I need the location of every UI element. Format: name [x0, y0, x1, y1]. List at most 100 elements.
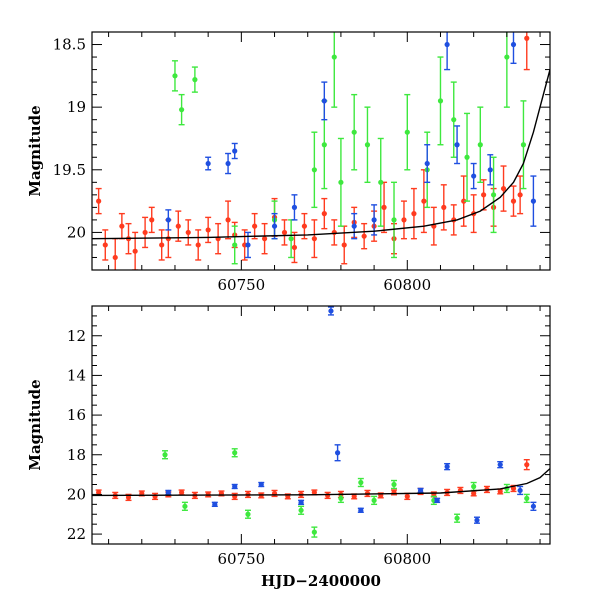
red-data-point — [471, 490, 477, 497]
blue-data-point — [225, 160, 231, 167]
blue-data-point — [321, 98, 327, 104]
green-data-point — [232, 450, 238, 456]
blue-data-point — [165, 489, 171, 496]
red-data-point — [461, 198, 467, 204]
red-data-point — [185, 229, 191, 236]
green-data-point — [182, 503, 188, 509]
bottom-y-tick-label: 18 — [67, 446, 86, 464]
green-data-point — [179, 107, 185, 113]
red-data-point — [291, 244, 298, 251]
top-plot-frame — [91, 31, 551, 271]
red-data-point — [517, 192, 523, 198]
bottom-light-curve-panel: 60750 60800 12 14 16 18 20 22 Magnitude HJD−240… — [26, 305, 551, 590]
green-data-point — [311, 167, 317, 173]
red-data-point — [311, 236, 317, 242]
green-data-point — [391, 217, 397, 223]
green-data-point — [504, 54, 510, 60]
blue-data-point — [165, 217, 171, 223]
blue-data-point — [232, 483, 238, 490]
top-series-blue — [165, 32, 537, 259]
green-data-point — [351, 129, 357, 135]
red-data-point — [500, 185, 507, 192]
red-data-point — [524, 35, 530, 41]
blue-data-point — [212, 501, 218, 507]
blue-data-point — [517, 487, 523, 494]
red-data-point — [510, 198, 517, 204]
bottom-y-tick-label: 16 — [67, 406, 86, 424]
bottom-series-green — [162, 448, 530, 538]
blue-data-point — [487, 167, 493, 173]
bottom-x-tick-label: 60800 — [383, 550, 431, 568]
red-data-point — [497, 488, 503, 495]
red-data-point — [524, 462, 530, 468]
top-y-axis-title: Magnitude — [26, 105, 44, 196]
green-data-point — [520, 142, 527, 148]
blue-data-point — [510, 41, 517, 48]
red-data-point — [125, 494, 132, 500]
red-data-point — [351, 493, 357, 499]
blue-data-point — [334, 450, 341, 456]
red-data-point — [132, 248, 138, 254]
blue-data-point — [530, 198, 537, 204]
blue-data-point — [371, 217, 377, 223]
green-data-point — [454, 515, 460, 521]
green-data-point — [338, 495, 344, 501]
blue-data-point — [417, 487, 424, 494]
bottom-y-tick-label: 20 — [67, 485, 86, 503]
x-axis-title: HJD−2400000 — [261, 572, 381, 590]
green-data-point — [245, 511, 251, 517]
red-data-point — [381, 204, 387, 210]
red-data-point — [441, 204, 447, 210]
red-data-point — [331, 229, 337, 236]
green-data-point — [451, 117, 457, 123]
top-series-green — [171, 32, 527, 265]
blue-data-point — [351, 223, 357, 229]
top-model-curve — [92, 69, 550, 240]
green-data-point — [471, 483, 477, 490]
blue-data-point — [258, 481, 264, 488]
green-data-point — [162, 452, 168, 458]
blue-data-point — [434, 497, 440, 503]
green-data-point — [288, 236, 294, 242]
top-y-tick-label: 19 — [67, 98, 86, 116]
red-data-point — [341, 242, 347, 248]
red-data-point — [311, 489, 317, 496]
blue-data-point — [298, 499, 304, 505]
red-data-point — [142, 229, 148, 236]
blue-data-point — [205, 160, 211, 167]
blue-data-point — [232, 148, 238, 154]
green-data-point — [232, 242, 238, 248]
red-data-point — [149, 217, 155, 223]
green-data-point — [391, 481, 397, 488]
green-data-point — [331, 54, 337, 60]
red-data-point — [159, 242, 165, 248]
red-data-point — [179, 489, 185, 496]
blue-data-point — [474, 517, 480, 523]
red-data-point — [96, 489, 102, 496]
green-data-point — [298, 507, 304, 513]
blue-data-point — [245, 242, 251, 248]
green-data-point — [378, 179, 384, 185]
top-light-curve-panel: 60750 60800 18.5 19 19.5 20 Magnitude — [26, 31, 551, 294]
red-data-point — [252, 223, 258, 229]
red-data-point — [165, 236, 171, 242]
red-data-point — [321, 211, 327, 217]
blue-data-point — [328, 308, 334, 314]
red-data-point — [205, 227, 211, 233]
top-y-tick-label: 18.5 — [53, 36, 86, 54]
bottom-y-axis-title: Magnitude — [26, 379, 44, 470]
bottom-plot-frame — [91, 305, 551, 545]
bottom-y-tick-label: 12 — [67, 327, 86, 345]
red-data-point — [401, 217, 407, 223]
red-data-point — [325, 492, 331, 499]
red-data-point — [195, 242, 201, 248]
red-data-point — [225, 217, 231, 223]
red-data-point — [411, 211, 417, 217]
bottom-series-blue — [165, 306, 537, 524]
red-data-point — [261, 236, 268, 242]
green-data-point — [464, 154, 470, 160]
green-data-point — [524, 495, 530, 501]
bottom-x-tick-label: 60750 — [217, 550, 265, 568]
blue-data-point — [444, 464, 450, 470]
red-data-point — [119, 223, 125, 229]
